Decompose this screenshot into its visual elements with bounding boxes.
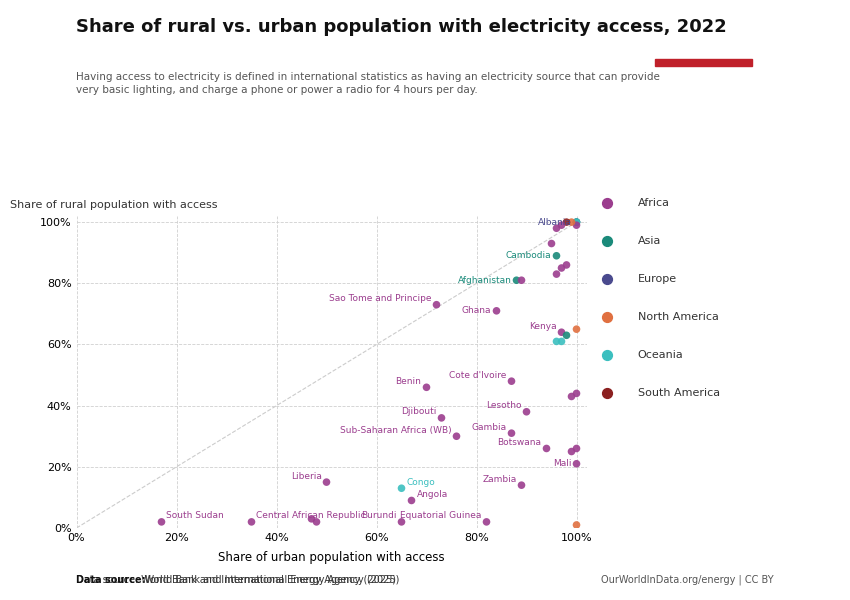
Text: Djibouti: Djibouti (401, 407, 437, 416)
Text: Central African Republic: Central African Republic (257, 511, 366, 520)
Text: Afghanistan: Afghanistan (457, 276, 512, 285)
Text: Our World: Our World (673, 21, 733, 31)
Text: World Bank and International Energy Agency (2025): World Bank and International Energy Agen… (138, 575, 396, 585)
Text: South Sudan: South Sudan (167, 511, 224, 520)
Text: Equatorial Guinea: Equatorial Guinea (400, 511, 481, 520)
Text: Ghana: Ghana (462, 307, 491, 316)
Point (550, 223, 564, 233)
Text: Botswana: Botswana (497, 438, 541, 447)
Point (564, 447, 578, 457)
Point (490, 306, 503, 316)
Point (394, 484, 408, 493)
Text: Burundi: Burundi (361, 511, 396, 520)
Point (245, 517, 258, 527)
Point (394, 517, 408, 527)
Point (570, 459, 583, 469)
Text: Cote d'Ivoire: Cote d'Ivoire (449, 371, 507, 380)
Text: North America: North America (638, 313, 719, 322)
X-axis label: Share of urban population with access: Share of urban population with access (218, 551, 445, 564)
Point (559, 217, 573, 227)
Text: South America: South America (638, 388, 720, 398)
Point (550, 269, 564, 279)
Text: Benin: Benin (395, 377, 422, 386)
Point (570, 389, 583, 398)
Text: Oceania: Oceania (638, 350, 683, 361)
Text: Share of rural population with access: Share of rural population with access (10, 200, 218, 210)
Point (570, 217, 583, 227)
Point (505, 428, 518, 438)
Point (555, 220, 569, 230)
Point (320, 478, 333, 487)
Point (555, 337, 569, 346)
Text: Zambia: Zambia (482, 475, 517, 484)
Text: Liberia: Liberia (291, 472, 321, 481)
Point (540, 443, 553, 453)
Point (570, 520, 583, 530)
Point (564, 217, 578, 227)
Text: Africa: Africa (638, 199, 670, 208)
Point (555, 328, 569, 337)
Text: Gambia: Gambia (472, 422, 507, 431)
Text: Europe: Europe (638, 274, 677, 284)
Point (304, 514, 318, 524)
Point (559, 260, 573, 270)
Point (405, 496, 418, 505)
Point (570, 217, 583, 227)
Text: Sao Tome and Principe: Sao Tome and Principe (329, 294, 432, 303)
Text: Angola: Angola (416, 490, 448, 499)
Text: Sub-Saharan Africa (WB): Sub-Saharan Africa (WB) (340, 426, 451, 435)
Point (570, 325, 583, 334)
Point (505, 376, 518, 386)
Point (550, 337, 564, 346)
Text: Mali: Mali (553, 459, 571, 468)
Point (510, 275, 524, 285)
Point (570, 217, 583, 227)
Text: Data source:  World Bank and International Energy Agency (2025): Data source: World Bank and Internationa… (76, 575, 400, 585)
Point (430, 300, 444, 310)
Text: OurWorldInData.org/energy | CC BY: OurWorldInData.org/energy | CC BY (601, 575, 774, 585)
Text: Lesotho: Lesotho (486, 401, 522, 410)
Point (479, 517, 493, 527)
Text: Asia: Asia (638, 236, 661, 247)
Text: Data source:: Data source: (76, 575, 146, 585)
Text: Having access to electricity is defined in international statistics as having an: Having access to electricity is defined … (76, 72, 660, 95)
Point (570, 220, 583, 230)
Point (545, 239, 558, 248)
Point (155, 517, 168, 527)
Point (515, 275, 529, 285)
Text: Kenya: Kenya (529, 322, 557, 331)
Point (420, 382, 434, 392)
Point (515, 481, 529, 490)
Bar (654, 59, 752, 66)
Point (434, 413, 448, 422)
Point (519, 407, 533, 416)
Text: in Data: in Data (682, 38, 724, 48)
Point (550, 251, 564, 260)
Point (555, 263, 569, 273)
Text: Share of rural vs. urban population with electricity access, 2022: Share of rural vs. urban population with… (76, 18, 728, 36)
Point (815, 59, 829, 69)
Point (559, 331, 573, 340)
Point (570, 443, 583, 453)
Text: Albania: Albania (537, 218, 571, 227)
Text: Congo: Congo (406, 478, 435, 487)
Point (564, 392, 578, 401)
Text: Cambodia: Cambodia (506, 251, 552, 260)
Point (450, 431, 463, 441)
Point (309, 517, 323, 527)
